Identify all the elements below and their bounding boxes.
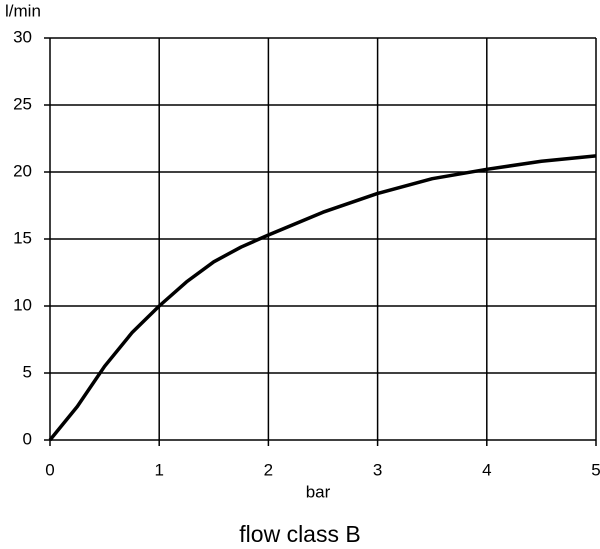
y-tick-label: 20: [13, 161, 32, 180]
chart-title: flow class B: [239, 521, 360, 547]
x-tick-label: 3: [373, 460, 382, 479]
y-tick-label: 10: [13, 295, 32, 314]
y-tick-label: 5: [23, 362, 32, 381]
x-tick-label: 4: [482, 460, 491, 479]
x-tick-label: 5: [591, 460, 600, 479]
y-axis-label: l/min: [5, 1, 41, 20]
y-tick-label: 30: [13, 27, 32, 46]
line: [48, 154, 597, 442]
y-tick-label: 25: [13, 94, 32, 113]
y-tick-label: 15: [13, 228, 32, 247]
x-tick-label: 1: [154, 460, 163, 479]
x-tick-label: 2: [264, 460, 273, 479]
y-tick-label: 0: [23, 429, 32, 448]
x-tick-label: 0: [45, 460, 54, 479]
x-axis-label: bar: [306, 482, 331, 501]
